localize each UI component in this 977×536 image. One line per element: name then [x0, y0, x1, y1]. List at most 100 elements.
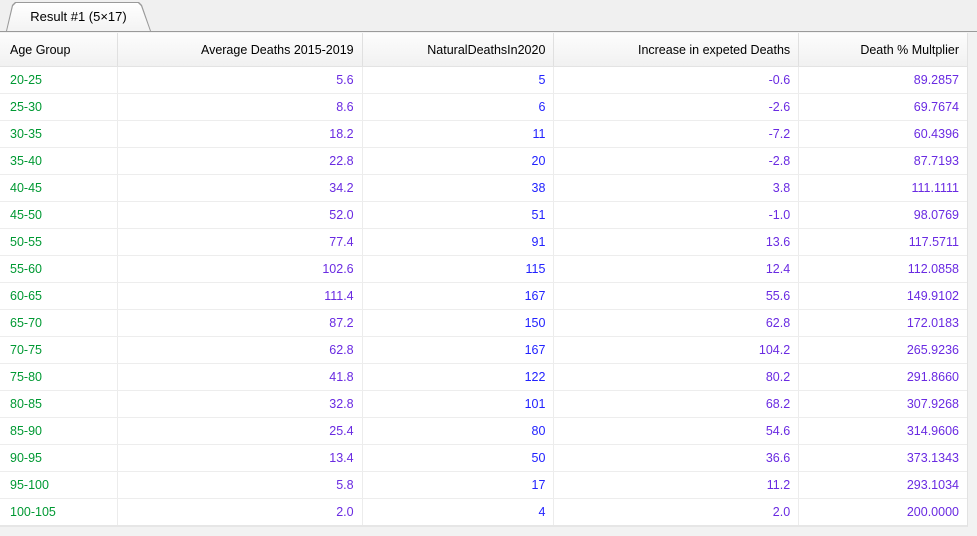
- cell[interactable]: 60.4396: [913, 127, 959, 141]
- cell[interactable]: 38: [363, 175, 555, 201]
- cell[interactable]: -7.2: [554, 121, 800, 147]
- cell[interactable]: 373.1343: [906, 451, 959, 465]
- cell[interactable]: 167: [363, 283, 555, 309]
- cell[interactable]: 89.2857: [913, 73, 959, 87]
- cell[interactable]: 291.8660: [906, 370, 959, 384]
- cell[interactable]: 25.4: [118, 418, 363, 444]
- cell[interactable]: 65-70: [0, 310, 118, 336]
- table-row: 65-70 87.2 150 62.8 172.0183: [0, 310, 967, 337]
- cell[interactable]: 13.4: [118, 445, 363, 471]
- result-tab[interactable]: Result #1 (5×17): [6, 2, 151, 31]
- cell[interactable]: 69.7674: [913, 100, 959, 114]
- cell[interactable]: 91: [363, 229, 555, 255]
- cell[interactable]: 70-75: [0, 337, 118, 363]
- cell[interactable]: 12.4: [554, 256, 800, 282]
- cell[interactable]: 98.0769: [913, 208, 959, 222]
- cell[interactable]: 32.8: [118, 391, 363, 417]
- grid-body: 20-25 5.6 5 -0.6 89.2857 25-30 8.6 6 -2.6 69.7674…: [0, 67, 967, 526]
- column-header-3[interactable]: Increase in expeted Deaths: [554, 33, 800, 66]
- cell[interactable]: 117.5711: [908, 235, 959, 249]
- table-row: 55-60 102.6 115 12.4 112.0858: [0, 256, 967, 283]
- cell[interactable]: 115: [363, 256, 555, 282]
- column-header-2[interactable]: NaturalDeathsIn2020: [363, 33, 555, 66]
- cell[interactable]: 80-85: [0, 391, 118, 417]
- cell[interactable]: 18.2: [118, 121, 363, 147]
- cell[interactable]: 102.6: [118, 256, 363, 282]
- cell[interactable]: 2.0: [118, 499, 363, 525]
- table-row: 25-30 8.6 6 -2.6 69.7674: [0, 94, 967, 121]
- cell[interactable]: 2.0: [554, 499, 800, 525]
- cell[interactable]: 40-45: [0, 175, 118, 201]
- cell[interactable]: 77.4: [118, 229, 363, 255]
- cell[interactable]: 307.9268: [906, 397, 959, 411]
- cell[interactable]: 51: [363, 202, 555, 228]
- cell[interactable]: 11: [363, 121, 555, 147]
- cell[interactable]: -1.0: [554, 202, 800, 228]
- cell[interactable]: 36.6: [554, 445, 800, 471]
- cell[interactable]: 11.2: [554, 472, 800, 498]
- cell[interactable]: 45-50: [0, 202, 118, 228]
- cell[interactable]: 52.0: [118, 202, 363, 228]
- cell[interactable]: 111.1111: [911, 181, 959, 195]
- cell[interactable]: 111.4: [118, 283, 363, 309]
- cell[interactable]: 54.6: [554, 418, 800, 444]
- cell[interactable]: 13.6: [554, 229, 800, 255]
- cell[interactable]: 55.6: [554, 283, 800, 309]
- cell[interactable]: 75-80: [0, 364, 118, 390]
- cell[interactable]: 6: [363, 94, 555, 120]
- cell[interactable]: 4: [363, 499, 555, 525]
- cell[interactable]: 200.0000: [906, 505, 959, 519]
- cell[interactable]: 149.9102: [906, 289, 959, 303]
- cell[interactable]: 95-100: [0, 472, 118, 498]
- cell[interactable]: 314.9606: [906, 424, 959, 438]
- cell[interactable]: -2.8: [554, 148, 800, 174]
- cell[interactable]: 50-55: [0, 229, 118, 255]
- cell[interactable]: 5.6: [118, 67, 363, 93]
- cell[interactable]: 150: [363, 310, 555, 336]
- column-header-0[interactable]: Age Group: [0, 33, 118, 66]
- result-grid: Age Group Average Deaths 2015-2019 Natural…: [0, 33, 968, 527]
- column-header-1[interactable]: Average Deaths 2015-2019: [118, 33, 363, 66]
- cell[interactable]: 41.8: [118, 364, 363, 390]
- cell[interactable]: 112.0858: [907, 262, 959, 276]
- cell[interactable]: 62.8: [554, 310, 800, 336]
- cell[interactable]: 87.7193: [913, 154, 959, 168]
- cell[interactable]: 60-65: [0, 283, 118, 309]
- table-row: 45-50 52.0 51 -1.0 98.0769: [0, 202, 967, 229]
- cell[interactable]: 80: [363, 418, 555, 444]
- cell[interactable]: 17: [363, 472, 555, 498]
- cell[interactable]: 5: [363, 67, 555, 93]
- cell[interactable]: 50: [363, 445, 555, 471]
- cell[interactable]: 25-30: [0, 94, 118, 120]
- cell[interactable]: 68.2: [554, 391, 800, 417]
- cell[interactable]: 22.8: [118, 148, 363, 174]
- table-row: 75-80 41.8 122 80.2 291.8660: [0, 364, 967, 391]
- cell[interactable]: 104.2: [554, 337, 800, 363]
- cell[interactable]: 85-90: [0, 418, 118, 444]
- cell[interactable]: 5.8: [118, 472, 363, 498]
- cell[interactable]: 293.1034: [906, 478, 959, 492]
- cell[interactable]: 8.6: [118, 94, 363, 120]
- cell[interactable]: 122: [363, 364, 555, 390]
- cell[interactable]: 80.2: [554, 364, 800, 390]
- cell[interactable]: 265.9236: [906, 343, 959, 357]
- cell[interactable]: 87.2: [118, 310, 363, 336]
- cell[interactable]: 101: [363, 391, 555, 417]
- table-row: 30-35 18.2 11 -7.2 60.4396: [0, 121, 967, 148]
- cell[interactable]: 167: [363, 337, 555, 363]
- column-header-4[interactable]: Death % Multplier: [860, 42, 959, 57]
- table-row: 100-105 2.0 4 2.0 200.0000: [0, 499, 967, 526]
- cell[interactable]: 34.2: [118, 175, 363, 201]
- cell[interactable]: 62.8: [118, 337, 363, 363]
- cell[interactable]: 100-105: [0, 499, 118, 525]
- cell[interactable]: 172.0183: [906, 316, 959, 330]
- cell[interactable]: 20-25: [0, 67, 118, 93]
- cell[interactable]: 35-40: [0, 148, 118, 174]
- cell[interactable]: 30-35: [0, 121, 118, 147]
- cell[interactable]: 20: [363, 148, 555, 174]
- cell[interactable]: 3.8: [554, 175, 800, 201]
- cell[interactable]: 90-95: [0, 445, 118, 471]
- cell[interactable]: -0.6: [554, 67, 800, 93]
- cell[interactable]: 55-60: [0, 256, 118, 282]
- cell[interactable]: -2.6: [554, 94, 800, 120]
